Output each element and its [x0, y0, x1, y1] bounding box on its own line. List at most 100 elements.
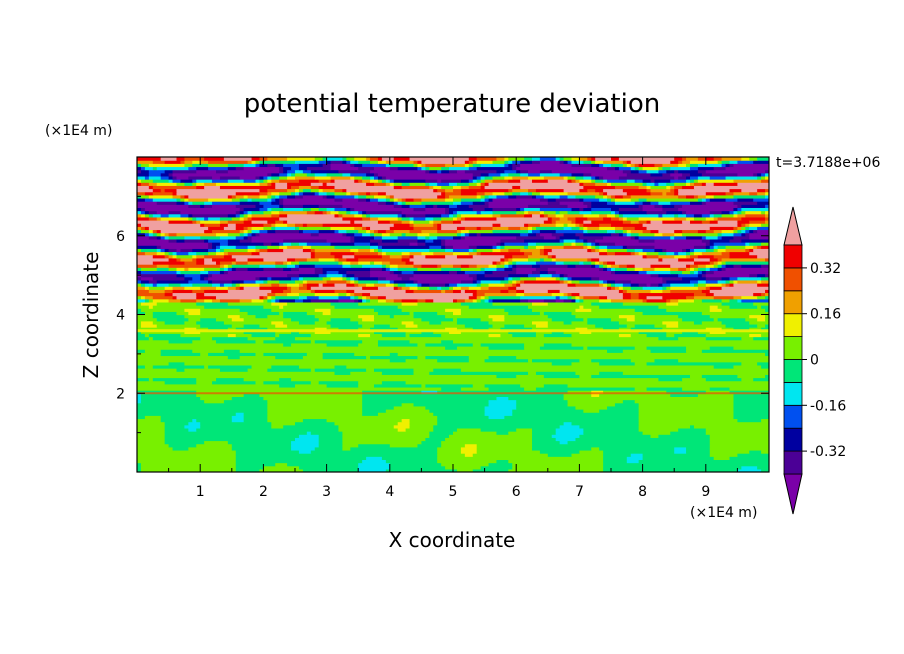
field-cell [405, 358, 438, 363]
field-cell [196, 393, 245, 397]
field-cell [263, 298, 268, 303]
field-cell [362, 339, 379, 344]
field-cell [456, 254, 474, 259]
field-cell [137, 160, 154, 164]
field-cell [697, 229, 707, 234]
field-cell [737, 229, 742, 234]
field-cell [453, 298, 458, 303]
field-cell [686, 346, 711, 350]
field-cell [745, 242, 750, 246]
field-cell [579, 188, 588, 193]
field-cell [480, 298, 486, 303]
field-cell [417, 298, 426, 303]
field-cell [579, 279, 600, 284]
field-cell [370, 191, 379, 196]
field-cell [208, 197, 233, 202]
field-cell [160, 188, 166, 193]
field-cell [354, 232, 363, 237]
field-cell [148, 185, 154, 190]
field-cell [575, 194, 596, 199]
field-cell [524, 289, 549, 294]
field-cell [650, 434, 659, 438]
field-cell [441, 286, 450, 290]
field-cell [425, 166, 430, 171]
field-cell [314, 254, 336, 259]
field-cell [607, 405, 640, 410]
field-cell [464, 160, 470, 164]
field-cell [729, 163, 735, 168]
field-cell [156, 232, 162, 237]
field-cell [583, 346, 588, 350]
field-cell [603, 175, 620, 180]
field-cell [761, 333, 769, 338]
field-cell [370, 175, 375, 180]
field-cell [729, 386, 769, 391]
field-cell [204, 238, 209, 243]
field-cell [701, 374, 738, 379]
field-cell [168, 232, 178, 237]
field-cell [622, 371, 769, 375]
field-cell [697, 264, 707, 268]
field-cell [741, 216, 766, 221]
field-cell [638, 238, 656, 243]
field-cell [591, 264, 596, 268]
field-cell [385, 163, 391, 168]
field-cell [298, 242, 308, 246]
field-cell [539, 160, 561, 164]
field-cell [528, 210, 541, 215]
field-cell [551, 216, 561, 221]
field-cell [737, 276, 762, 281]
field-cell [358, 443, 391, 448]
field-cell [709, 245, 715, 249]
field-cell [626, 191, 652, 196]
field-cell [441, 339, 454, 344]
field-cell [413, 226, 438, 231]
field-cell [686, 157, 699, 161]
field-cell [275, 185, 288, 190]
field-cell [713, 264, 719, 268]
field-cell [350, 371, 383, 375]
field-cell [488, 386, 525, 391]
field-cell [638, 409, 735, 413]
field-cell [283, 207, 304, 212]
field-cell [512, 185, 521, 190]
field-cell [362, 175, 371, 180]
field-cell [567, 210, 580, 215]
field-cell [445, 197, 454, 202]
field-cell [749, 251, 769, 256]
field-cell [346, 229, 359, 234]
field-cell [350, 248, 359, 253]
field-cell [480, 267, 486, 271]
field-cell [741, 377, 754, 382]
field-cell [425, 355, 470, 360]
field-cell [765, 194, 769, 199]
field-cell [239, 314, 257, 319]
field-cell [164, 380, 197, 385]
field-cell [342, 204, 395, 208]
field-cell [717, 257, 723, 262]
field-cell [587, 229, 608, 234]
field-cell [729, 251, 750, 256]
field-cell [287, 223, 296, 227]
field-cell [140, 210, 146, 215]
field-cell [188, 204, 201, 208]
field-cell [421, 160, 466, 164]
field-cell [247, 235, 253, 240]
field-cell [713, 456, 731, 460]
field-cell [389, 254, 403, 259]
field-cell [401, 320, 415, 325]
field-cell [761, 242, 769, 246]
field-cell [488, 201, 549, 205]
field-cell [733, 402, 769, 407]
field-cell [318, 179, 332, 183]
field-cell [453, 251, 470, 256]
field-cell [480, 283, 490, 287]
field-cell [496, 245, 501, 249]
field-cell [137, 226, 142, 231]
field-cell [453, 431, 498, 435]
field-cell [366, 295, 371, 300]
field-cell [160, 349, 193, 353]
field-cell [504, 157, 509, 161]
field-cell [765, 308, 769, 312]
field-cell [437, 415, 490, 420]
